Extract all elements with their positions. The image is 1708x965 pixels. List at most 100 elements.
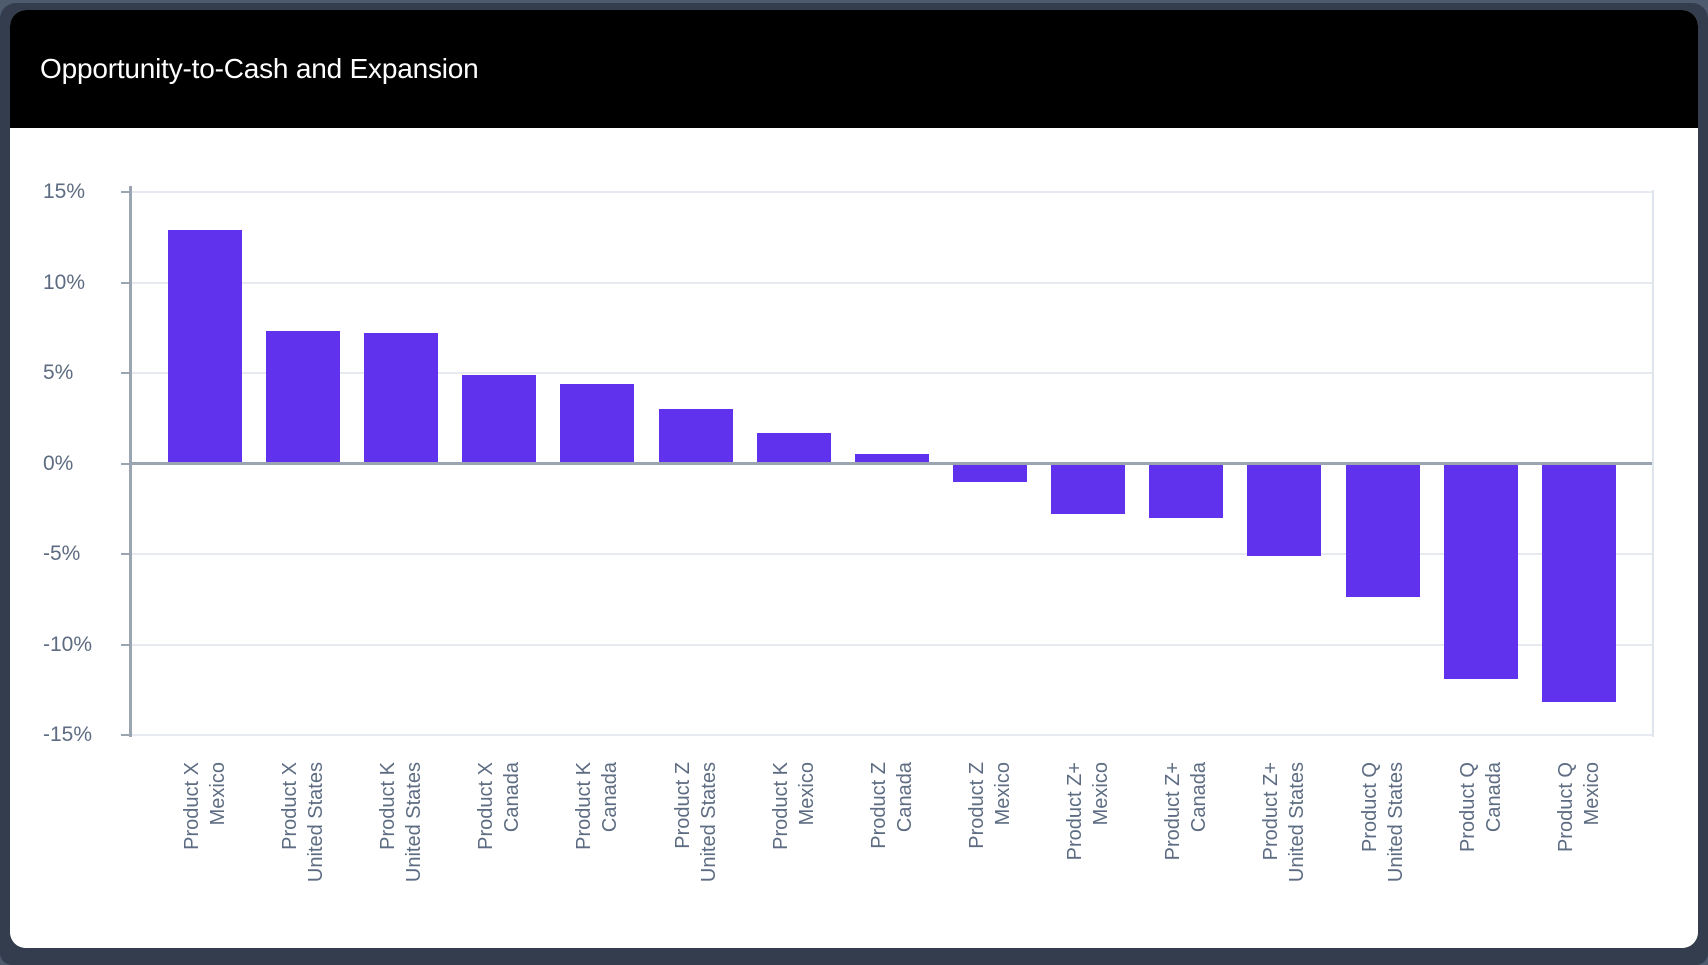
x-axis-label-product-k-canada: Product K Canada [571, 762, 623, 932]
chart-title: Opportunity-to-Cash and Expansion [40, 53, 479, 84]
x-label-country: United States [697, 762, 720, 883]
x-axis-label-text: Product K Mexico [768, 762, 820, 932]
y-axis-label: 0% [43, 451, 74, 475]
x-axis-label-product-x-united-states: Product X United States [277, 762, 329, 932]
x-axis-label-text: Product X Canada [473, 762, 525, 932]
x-label-country: Mexico [795, 762, 818, 826]
plot-area: 15% 10% 5% 0% -5% -10% -15% Product X Mexico Prod… [10, 128, 1698, 948]
gridline--5 [132, 553, 1653, 555]
x-axis-label-product-z-mexico: Product Z Mexico [964, 762, 1016, 932]
x-label-product: Product Z+ [1260, 762, 1283, 861]
x-axis-label-text: Product Z Canada [866, 762, 918, 932]
bar-product-z-mexico[interactable] [952, 463, 1027, 482]
x-axis-label-product-q-canada: Product Q Canada [1455, 762, 1507, 932]
bar-product-x-united-states[interactable] [265, 331, 340, 464]
x-label-product: Product Q [1554, 762, 1577, 853]
x-label-product: Product X [278, 762, 301, 850]
bar-product-zplus-united-states[interactable] [1247, 463, 1322, 556]
x-axis-label-text: Product Q United States [1357, 762, 1409, 932]
chart-card: Opportunity-to-Cash and Expansion 15% 10%… [10, 10, 1698, 948]
x-label-country: Canada [893, 762, 916, 833]
bar-product-q-canada[interactable] [1443, 463, 1518, 679]
gridline-5 [132, 372, 1653, 374]
x-label-product: Product Z [867, 762, 890, 849]
x-axis-label-product-q-mexico: Product Q Mexico [1553, 762, 1605, 932]
y-tick-10 [121, 281, 130, 284]
x-axis-label-product-zplus-united-states: Product Z+ United States [1258, 762, 1310, 932]
x-label-country: Mexico [1580, 762, 1603, 826]
x-axis-label-product-zplus-mexico: Product Z+ Mexico [1062, 762, 1114, 932]
x-label-product: Product Z+ [1162, 762, 1185, 861]
x-label-country: United States [1384, 762, 1407, 883]
bar-product-z-united-states[interactable] [658, 409, 733, 464]
bar-product-q-mexico[interactable] [1541, 463, 1616, 703]
x-axis-label-text: Product Q Canada [1455, 762, 1507, 932]
y-tick--10 [121, 643, 130, 646]
gridline--10 [132, 643, 1653, 646]
x-label-product: Product Q [1456, 762, 1479, 853]
y-axis-label: 10% [43, 270, 86, 294]
plot-right-border [1652, 190, 1654, 737]
y-tick-15 [121, 191, 130, 193]
x-axis-label-text: Product Q Mexico [1553, 762, 1605, 932]
y-axis-label: -5% [43, 542, 81, 565]
x-axis-label-product-k-mexico: Product K Mexico [768, 762, 820, 932]
gridline--15 [132, 734, 1653, 736]
zero-baseline [129, 462, 1653, 465]
chart-body: 15% 10% 5% 0% -5% -10% -15% Product X Mexico Prod… [10, 128, 1698, 948]
x-label-product: Product Z [965, 762, 988, 849]
y-axis-label: -10% [43, 632, 93, 656]
y-tick-0 [121, 462, 130, 465]
bar-product-k-united-states[interactable] [364, 333, 439, 464]
y-axis-line [129, 186, 132, 737]
x-axis-label-text: Product K United States [375, 762, 427, 932]
x-label-product: Product K [573, 762, 596, 850]
x-axis-label-text: Product X Mexico [179, 762, 231, 932]
x-label-country: Mexico [1090, 762, 1113, 826]
bar-product-k-canada[interactable] [560, 383, 635, 464]
x-label-product: Product K [377, 762, 400, 850]
x-label-country: Canada [1188, 762, 1211, 833]
bar-product-zplus-mexico[interactable] [1051, 463, 1126, 515]
y-axis-label: 15% [43, 180, 86, 203]
x-label-product: Product K [769, 762, 792, 850]
x-axis-label-product-x-mexico: Product X Mexico [179, 762, 231, 932]
bar-product-z-canada[interactable] [854, 454, 929, 464]
x-axis-label-product-z-canada: Product Z Canada [866, 762, 918, 932]
bar-product-x-mexico[interactable] [167, 230, 242, 464]
y-tick-5 [121, 372, 130, 374]
x-label-country: United States [304, 762, 327, 883]
x-axis-label-product-k-united-states: Product K United States [375, 762, 427, 932]
y-axis-label: -15% [43, 723, 93, 746]
x-label-product: Product X [475, 762, 498, 850]
x-axis-label-text: Product Z+ Canada [1160, 762, 1212, 932]
chart-window: Opportunity-to-Cash and Expansion 15% 10%… [0, 3, 1708, 965]
bar-product-x-canada[interactable] [462, 374, 537, 464]
bar-product-q-united-states[interactable] [1345, 463, 1420, 598]
bar-product-zplus-canada[interactable] [1149, 463, 1224, 518]
bar-product-k-mexico[interactable] [756, 432, 831, 464]
x-label-product: Product Z [671, 762, 694, 849]
x-label-country: Canada [501, 762, 524, 833]
x-axis-label-product-zplus-canada: Product Z+ Canada [1160, 762, 1212, 932]
x-label-country: United States [403, 762, 426, 883]
gridline-15 [132, 191, 1653, 193]
x-axis-label-product-x-canada: Product X Canada [473, 762, 525, 932]
y-tick--5 [121, 553, 130, 555]
y-tick--15 [121, 734, 130, 736]
x-label-country: Canada [1482, 762, 1505, 833]
x-axis-label-product-q-united-states: Product Q United States [1357, 762, 1409, 932]
x-label-product: Product X [180, 762, 203, 850]
card-header: Opportunity-to-Cash and Expansion [10, 10, 1698, 128]
x-label-country: United States [1286, 762, 1309, 883]
x-axis-label-product-z-united-states: Product Z United States [670, 762, 722, 932]
x-label-country: Mexico [206, 762, 229, 826]
x-axis-label-text: Product Z United States [670, 762, 722, 932]
x-axis-label-text: Product Z+ Mexico [1062, 762, 1114, 932]
x-label-product: Product Z+ [1064, 762, 1087, 861]
x-axis-label-text: Product K Canada [571, 762, 623, 932]
y-axis-label: 5% [43, 361, 74, 384]
gridline-10 [132, 281, 1653, 284]
x-label-product: Product Q [1358, 762, 1381, 853]
x-axis-label-text: Product X United States [277, 762, 329, 932]
